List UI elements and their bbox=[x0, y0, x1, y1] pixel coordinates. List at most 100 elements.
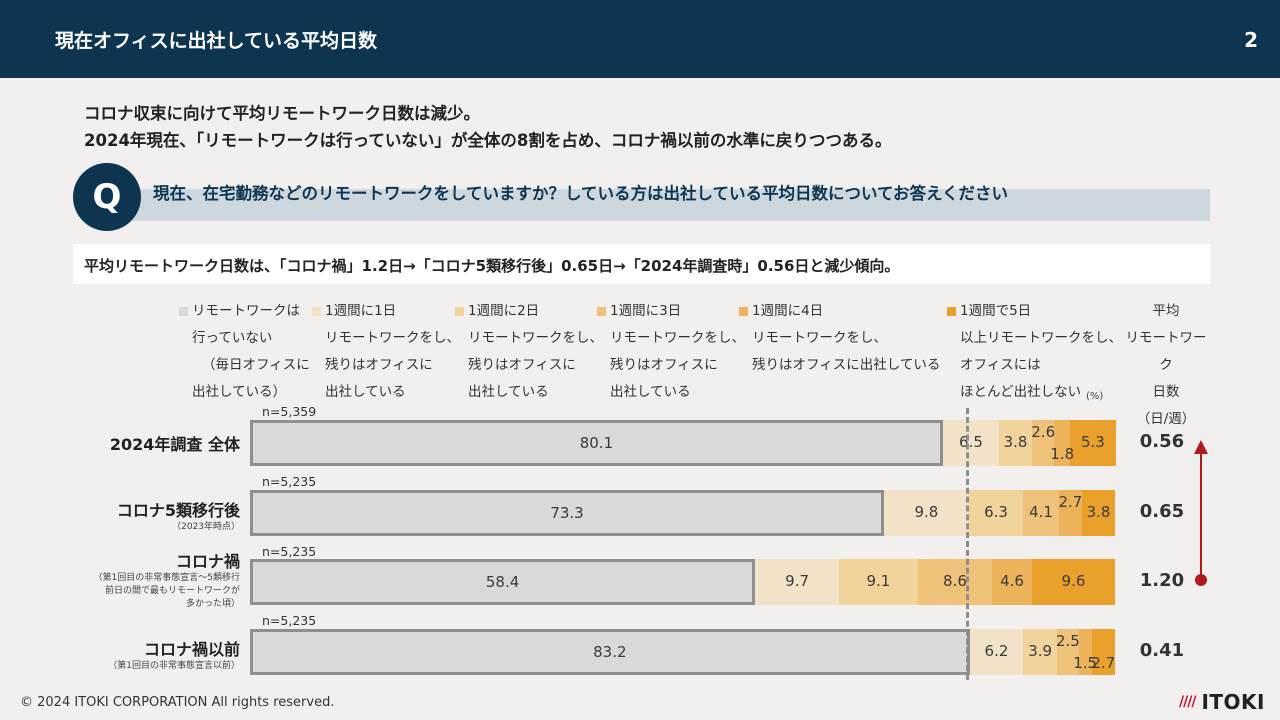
bar-value-label: 4.1 bbox=[1029, 503, 1053, 521]
row-label-note: （第1回目の非常事態宣言以前） bbox=[108, 661, 240, 671]
bar-segment bbox=[1082, 490, 1115, 536]
legend-label: 1週間に1日 bbox=[325, 303, 397, 319]
bar-segment bbox=[839, 559, 918, 605]
copyright-text: © 2024 ITOKI CORPORATION All rights rese… bbox=[20, 695, 335, 710]
average-header-line: （日/週） bbox=[1136, 411, 1196, 427]
legend-swatch bbox=[947, 307, 956, 316]
row-label: 2024年調査 全体 bbox=[110, 431, 240, 455]
row-label-note: （2023年時点） bbox=[172, 522, 240, 532]
summary-text: 平均リモートワーク日数は、「コロナ禍」1.2日→「コロナ5類移行後」0.65日→… bbox=[84, 257, 900, 275]
percent-unit-label: (%) bbox=[1086, 391, 1104, 402]
sample-size-label: n=5,235 bbox=[262, 613, 317, 628]
legend-swatch bbox=[179, 307, 188, 316]
bar-value-label: 3.9 bbox=[1028, 642, 1053, 660]
bar-segment bbox=[1091, 629, 1115, 675]
average-days-value: 0.56 bbox=[1139, 431, 1185, 452]
sample-size-label: n=5,235 bbox=[262, 544, 317, 559]
legend-label: オフィスには bbox=[960, 357, 1041, 373]
bar-value-label: 2.7 bbox=[1058, 493, 1083, 511]
legend-item: 1週間で5日 以上リモートワークをし、 オフィスには ほとんど出社しない bbox=[947, 298, 1122, 406]
bar-value-label: 8.6 bbox=[943, 572, 967, 590]
lead-line-2: 2024年現在、「リモートワークは行っていない」が全体の8割を占め、コロナ禍以前… bbox=[84, 131, 892, 150]
legend-item: リモートワークは 行っていない （毎日オフィスに 出社している） bbox=[179, 298, 310, 406]
bar-segment bbox=[1070, 420, 1116, 466]
legend-label: 残りはオフィスに bbox=[468, 357, 576, 373]
row-label: コロナ5類移行後 （2023年時点） bbox=[117, 497, 240, 534]
average-header-line: リモートワーク bbox=[1125, 330, 1207, 373]
average-days-value: 1.20 bbox=[1139, 570, 1185, 591]
legend-item: 1週間に2日 リモートワークをし、 残りはオフィスに 出社している bbox=[455, 298, 603, 406]
legend-label: 1週間に3日 bbox=[610, 303, 682, 319]
bar-segment: 58.4 bbox=[250, 559, 756, 605]
average-header-line: 平均 bbox=[1152, 303, 1180, 319]
bar-value-label: 5.3 bbox=[1081, 433, 1105, 451]
legend-label: 出社している bbox=[325, 384, 406, 400]
bar-value-label: 2.6 bbox=[1031, 423, 1056, 441]
bar-segment: 73.3 bbox=[250, 490, 885, 536]
row-label: コロナ禍 （第1回目の非常事態宣言～5類移行 前日の間で最もリモートワークが 多かった… bbox=[94, 548, 240, 611]
legend-label: 以上リモートワークをし、 bbox=[960, 330, 1122, 346]
legend-swatch bbox=[739, 307, 748, 316]
legend-label: 1週間に4日 bbox=[752, 303, 824, 319]
bar-segment bbox=[968, 490, 1024, 536]
bar-segment bbox=[1031, 420, 1055, 466]
bar-segment bbox=[755, 559, 840, 605]
legend-item: 1週間に3日リモートワークをし、 残りはオフィスに 出社している bbox=[597, 298, 745, 406]
bar-segment bbox=[942, 420, 1000, 466]
legend-swatch bbox=[597, 307, 606, 316]
bar-segment bbox=[992, 559, 1032, 605]
row-label-main: コロナ禍以前 bbox=[143, 640, 240, 659]
legend-label: 出社している bbox=[468, 384, 549, 400]
bar-segment: 80.1 bbox=[250, 420, 943, 466]
bar-value-label: 3.8 bbox=[1086, 503, 1111, 521]
average-header-line: 日数 bbox=[1152, 384, 1180, 400]
legend-item: 1週間に1日 リモートワークをし、 残りはオフィスに 出社している bbox=[312, 298, 460, 406]
bar-value-label: 6.5 bbox=[959, 433, 983, 451]
sample-size-label: n=5,359 bbox=[262, 404, 317, 419]
header-bar: 現在オフィスに出社している平均日数 2 bbox=[0, 0, 1280, 78]
legend-label: リモートワークをし、 bbox=[610, 330, 745, 346]
bar-segment bbox=[884, 490, 969, 536]
legend-label: （毎日オフィスに bbox=[202, 357, 310, 373]
bar-segment bbox=[1078, 629, 1092, 675]
legend-label: 1週間に2日 bbox=[468, 303, 540, 319]
bar-value-label: 1.8 bbox=[1050, 445, 1075, 463]
page-title: 現在オフィスに出社している平均日数 bbox=[55, 30, 378, 52]
legend-item: 1週間に4日リモートワークをし、残りはオフィスに出社している bbox=[739, 298, 941, 379]
bar-segment bbox=[999, 420, 1032, 466]
legend-label: リモートワークをし、 bbox=[752, 330, 887, 346]
bar-segment bbox=[1031, 559, 1115, 605]
legend-label: ほとんど出社しない bbox=[960, 384, 1082, 400]
bar-value-label: 9.8 bbox=[914, 503, 939, 521]
row-label-note: （第1回目の非常事態宣言～5類移行 bbox=[93, 573, 240, 583]
question-band bbox=[120, 189, 1210, 221]
itoki-logo: //// ITOKI bbox=[1179, 690, 1265, 714]
bar-value-label: 4.6 bbox=[1000, 572, 1024, 590]
legend-label: 出社している bbox=[610, 384, 691, 400]
bar-segment bbox=[1057, 629, 1079, 675]
page-number: 2 bbox=[1244, 28, 1258, 52]
legend-label: 残りはオフィスに bbox=[610, 357, 718, 373]
bar-segment bbox=[1023, 490, 1059, 536]
legend-label: 残りはオフィスに bbox=[325, 357, 433, 373]
row-label-main: コロナ5類移行後 bbox=[116, 501, 240, 520]
lead-line-1: コロナ収束に向けて平均リモートワーク日数は減少。 bbox=[84, 104, 480, 123]
bar-segment bbox=[1058, 490, 1083, 536]
bar-value-label: 6.3 bbox=[984, 503, 1008, 521]
summary-box bbox=[73, 244, 1210, 284]
legend-swatch bbox=[455, 307, 464, 316]
bar-value-label: 9.6 bbox=[1061, 572, 1086, 590]
average-days-value: 0.65 bbox=[1139, 501, 1185, 522]
question-text: 現在、在宅勤務などのリモートワークをしていますか？している方は出社している平均日… bbox=[153, 184, 1009, 203]
legend-label: 残りはオフィスに出社している bbox=[752, 357, 941, 373]
bar-segment: 83.2 bbox=[250, 629, 970, 675]
row-label-main: コロナ禍 bbox=[175, 552, 240, 571]
legend-label: 行っていない bbox=[192, 330, 273, 346]
bar-segment bbox=[917, 559, 993, 605]
bar-segment bbox=[969, 629, 1024, 675]
bar-segment bbox=[1023, 629, 1058, 675]
row-label-note: 前日の間で最もリモートワークが bbox=[104, 586, 240, 596]
legend-label: 出社している） bbox=[192, 384, 287, 400]
row-label: コロナ禍以前 （第1回目の非常事態宣言以前） bbox=[108, 636, 240, 673]
legend-swatch bbox=[312, 307, 321, 316]
